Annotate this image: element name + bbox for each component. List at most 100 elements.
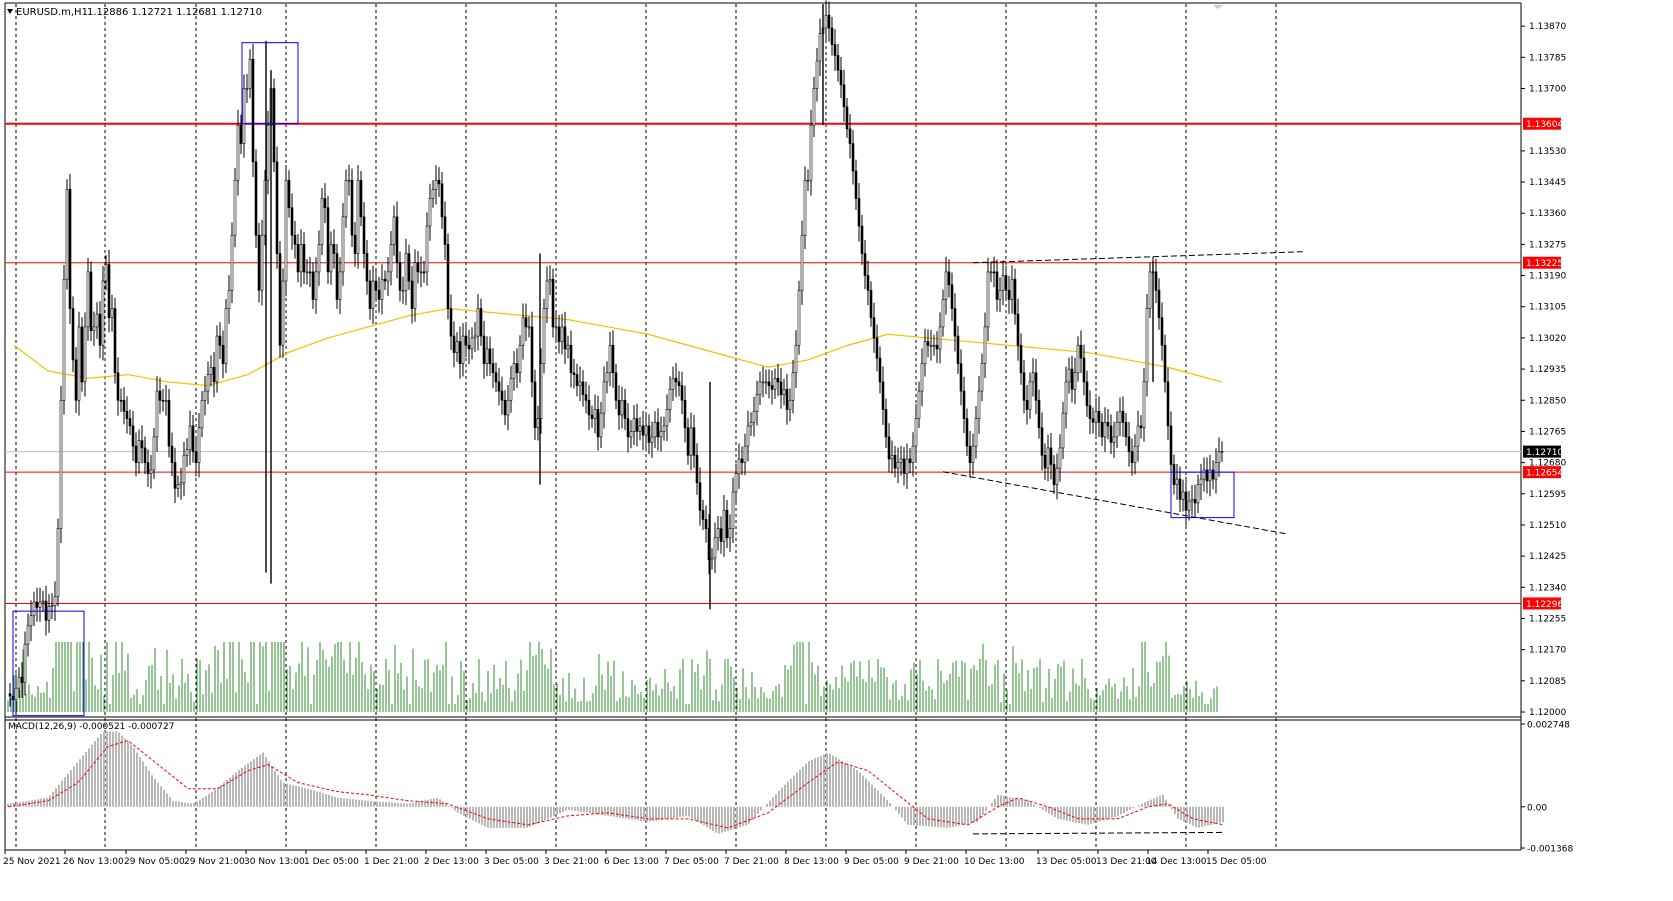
candle-body	[536, 418, 540, 429]
candle-body	[1175, 478, 1179, 485]
candle-body	[929, 344, 933, 347]
price-tick-label: 1.12425	[1529, 552, 1566, 562]
candle-body	[605, 372, 609, 383]
level-price-label: 1.12296	[1526, 600, 1563, 610]
candle-body	[464, 335, 468, 346]
highlight-box	[241, 42, 299, 125]
price-tick-label: 1.12510	[1529, 521, 1566, 531]
candles	[8, 0, 1224, 715]
candle-body	[251, 58, 255, 163]
candle-body	[17, 676, 21, 689]
candle-body	[110, 308, 114, 319]
candle-body	[65, 189, 69, 280]
candle-body	[956, 335, 960, 364]
time-tick-label: 3 Dec 05:00	[484, 857, 539, 867]
price-tick-label: 1.13190	[1529, 272, 1566, 282]
candle-body	[899, 458, 903, 463]
candle-body	[980, 363, 984, 392]
price-tick-label: 1.12765	[1529, 427, 1566, 437]
candle-body	[548, 278, 552, 282]
highlight-boxes[interactable]	[12, 42, 1235, 717]
candle-body	[368, 280, 372, 309]
price-tick-label: 1.12680	[1529, 459, 1566, 469]
price-tick-label: 1.12935	[1529, 365, 1566, 375]
ma-line	[13, 307, 1223, 387]
candle-body	[47, 606, 51, 621]
candle-body	[1193, 498, 1197, 504]
candle-body	[572, 372, 576, 375]
candle-body	[26, 625, 30, 645]
candle-body	[260, 234, 264, 291]
candle-body	[320, 198, 324, 245]
candle-body	[902, 458, 906, 474]
price-tick-label: 1.12595	[1529, 490, 1566, 500]
time-tick-label: 13 Dec 05:00	[1036, 857, 1097, 867]
candle-body	[656, 421, 660, 438]
candle-body	[482, 335, 486, 364]
candle-body	[740, 458, 744, 463]
time-tick-label: 30 Nov 13:00	[244, 857, 305, 867]
candle-body	[860, 225, 864, 254]
candle-body	[185, 449, 189, 456]
candle-body	[728, 528, 732, 539]
candle-body	[311, 271, 315, 300]
price-tick-label: 1.13785	[1529, 53, 1566, 63]
candle-body	[104, 264, 108, 282]
candle-body	[101, 280, 105, 346]
candle-body	[1190, 498, 1194, 502]
dropdown-arrow-icon[interactable]	[7, 9, 13, 14]
candle-body	[458, 341, 462, 364]
candle-body	[617, 399, 621, 416]
candle-body	[314, 271, 318, 300]
candle-body	[326, 207, 330, 273]
candle-body	[515, 363, 519, 374]
candle-body	[1037, 399, 1041, 429]
macd-tick-label: -0.001368	[1527, 845, 1573, 855]
candle-body	[299, 244, 303, 273]
time-axis: 25 Nov 2021 26 Nov 13:00 29 Nov 05:00 29 No…	[3, 850, 1267, 867]
candle-body	[614, 372, 618, 401]
time-tick-label: 25 Nov 2021	[3, 857, 61, 867]
price-tick-label: 1.12255	[1529, 614, 1566, 624]
candle-body	[296, 244, 300, 273]
candle-body	[428, 198, 432, 227]
candle-body	[818, 33, 822, 62]
candle-body	[227, 289, 231, 309]
candle-body	[962, 390, 966, 419]
candle-body	[188, 425, 192, 451]
level-price-tag	[1523, 597, 1561, 610]
time-tick-label: 10 Dec 13:00	[964, 857, 1025, 867]
candle-body	[749, 421, 753, 427]
trendline	[942, 471, 1289, 535]
candle-body	[851, 143, 855, 172]
candle-body	[752, 410, 756, 423]
shift-marker-icon[interactable]	[1213, 5, 1223, 9]
candle-body	[1034, 372, 1038, 401]
candle-body	[1172, 464, 1176, 485]
candle-body	[422, 271, 426, 274]
candle-body	[719, 528, 723, 542]
candle-body	[359, 179, 363, 218]
candle-body	[173, 462, 177, 489]
candle-body	[650, 436, 654, 443]
candle-body	[356, 179, 360, 254]
highlight-box	[1170, 471, 1235, 519]
candle-body	[584, 394, 588, 401]
macd-signal-line	[7, 739, 1225, 829]
candle-body	[275, 161, 279, 254]
candle-body	[50, 605, 54, 607]
candle-body	[1091, 418, 1095, 423]
candle-body	[290, 207, 294, 236]
trendlines[interactable]	[942, 251, 1304, 535]
candle-body	[212, 366, 216, 383]
candle-body	[107, 264, 111, 319]
candle-body	[233, 179, 237, 236]
candle-body	[839, 69, 843, 86]
candle-body	[842, 84, 846, 108]
time-tick-label: 26 Nov 13:00	[63, 857, 124, 867]
candle-body	[1130, 451, 1134, 463]
candle-body	[95, 313, 99, 328]
candle-body	[986, 271, 990, 328]
